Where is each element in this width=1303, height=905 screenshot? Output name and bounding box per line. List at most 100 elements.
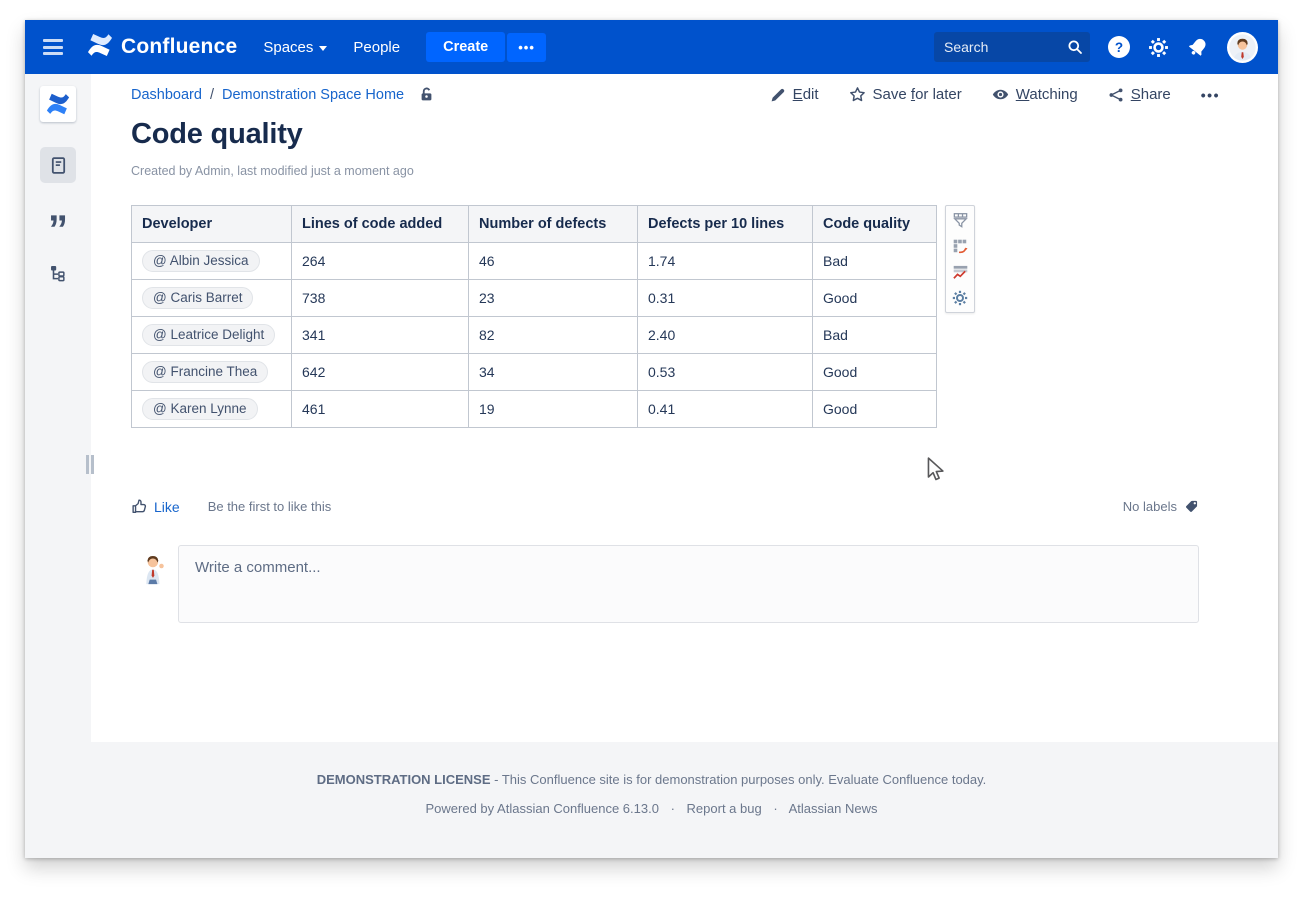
first-like-text: Be the first to like this [207,499,332,514]
code-quality-table: Developer Lines of code added Number of … [131,205,937,428]
app-brand[interactable]: Confluence [87,32,237,63]
save-for-later-button[interactable]: Save for later [849,86,962,103]
user-mention[interactable]: @ Albin Jessica [142,250,260,272]
cell-defects: 46 [468,242,638,280]
report-bug-link[interactable]: Report a bug [686,801,762,816]
notifications-bell-icon[interactable] [1187,36,1209,58]
cell-defects: 34 [468,353,638,391]
user-avatar[interactable] [1227,31,1258,63]
pencil-icon [771,88,784,101]
cell-defects: 82 [468,316,638,354]
breadcrumb-separator: / [209,86,214,103]
cell-per10: 0.53 [637,353,813,391]
sidebar-item-page-tree[interactable] [40,255,76,291]
space-logo-icon [46,93,70,115]
user-mention[interactable]: @ Karen Lynne [142,398,258,420]
nav-more-button[interactable]: ••• [507,32,546,62]
cell-quality: Bad [812,242,937,280]
star-icon [849,87,865,102]
table-filter-toolbar [945,205,975,313]
comment-avatar [140,553,168,587]
cell-quality: Good [812,279,937,317]
pivot-table-icon [953,239,968,253]
table-chart-icon [952,265,967,279]
chevron-down-icon [319,45,328,51]
like-row: Like Be the first to like this No labels [131,498,1199,515]
cell-per10: 0.31 [637,279,813,317]
col-quality: Code quality [812,205,937,243]
like-button[interactable]: Like [131,498,180,515]
gear-icon[interactable] [1148,37,1169,58]
tag-icon[interactable] [1183,499,1199,515]
chart-from-table-button[interactable] [950,262,970,282]
labels-area: No labels [1123,499,1199,515]
cell-lines: 461 [291,390,469,428]
evaluate-link[interactable]: Evaluate Confluence today. [828,772,987,787]
product-name: Confluence [121,35,238,58]
table-settings-gear-icon [952,290,968,306]
space-sidebar: ” [25,74,91,858]
table-row: @ Albin Jessica 264 46 1.74 Bad [131,242,937,280]
table-row: @ Caris Barret 738 23 0.31 Good [131,279,937,317]
user-mention[interactable]: @ Leatrice Delight [142,324,276,346]
search-icon[interactable] [1067,39,1083,55]
user-mention[interactable]: @ Caris Barret [142,287,254,309]
search-box [934,32,1090,62]
license-line: DEMONSTRATION LICENSE - This Confluence … [25,772,1278,787]
cell-per10: 1.74 [637,242,813,280]
share-button[interactable]: Share [1108,86,1171,103]
table-row: @ Francine Thea 642 34 0.53 Good [131,353,937,391]
hamburger-menu-icon[interactable] [43,39,63,55]
nav-spaces[interactable]: Spaces [263,39,328,56]
page-byline: Created by Admin, last modified just a m… [131,164,414,178]
breadcrumb-space-home[interactable]: Demonstration Space Home [221,86,405,103]
comment-input[interactable] [178,545,1199,623]
pages-icon [51,156,65,174]
col-defects: Number of defects [468,205,638,243]
share-icon [1109,88,1123,101]
user-mention[interactable]: @ Francine Thea [142,361,269,383]
col-lines: Lines of code added [291,205,469,243]
app-window: Confluence Spaces People Create ••• ? [25,20,1278,858]
page-actions: Edit Save for later [770,86,1220,103]
sidebar-item-pages[interactable] [40,147,76,183]
help-icon[interactable]: ? [1108,36,1130,58]
col-developer: Developer [131,205,292,243]
space-logo[interactable] [40,86,76,122]
page-tree-icon [51,266,65,282]
table-settings-button[interactable] [950,288,970,308]
col-per10: Defects per 10 lines [637,205,813,243]
filter-icon [952,212,968,228]
breadcrumb: Dashboard / Demonstration Space Home [131,86,435,103]
page-footer: DEMONSTRATION LICENSE - This Confluence … [25,742,1278,858]
unrestricted-unlock-icon[interactable] [418,86,435,103]
breadcrumb-dashboard[interactable]: Dashboard [131,86,202,103]
atlassian-news-link[interactable]: Atlassian News [788,801,878,816]
create-button[interactable]: Create [426,32,506,62]
sidebar-drag-handle[interactable] [86,455,94,474]
table-row: @ Leatrice Delight 341 82 2.40 Bad [131,316,937,354]
pivot-table-button[interactable] [950,236,970,256]
nav-people[interactable]: People [353,38,401,56]
edit-button[interactable]: Edit [770,86,819,103]
page-more-button[interactable]: ••• [1200,86,1220,103]
cell-lines: 264 [291,242,469,280]
table-zone: Developer Lines of code added Number of … [131,205,975,428]
watch-button[interactable]: Watching [992,86,1078,103]
cell-lines: 341 [291,316,469,354]
table-filter-button[interactable] [950,210,970,230]
page-content: Dashboard / Demonstration Space Home [86,74,1278,742]
table-row: @ Karen Lynne 461 19 0.41 Good [131,390,937,428]
table-header-row: Developer Lines of code added Number of … [131,205,937,243]
confluence-logo-icon [87,32,113,63]
thumbs-up-icon [132,499,147,514]
powered-by-line: Powered by Atlassian Confluence 6.13.0 ·… [425,801,878,816]
eye-icon [992,89,1008,100]
top-nav: Confluence Spaces People Create ••• ? [25,20,1278,74]
cell-lines: 642 [291,353,469,391]
license-bold: DEMONSTRATION LICENSE [316,772,491,787]
sidebar-item-blog[interactable]: ” [40,202,76,250]
search-input[interactable] [934,32,1090,62]
comment-zone [140,545,1199,623]
